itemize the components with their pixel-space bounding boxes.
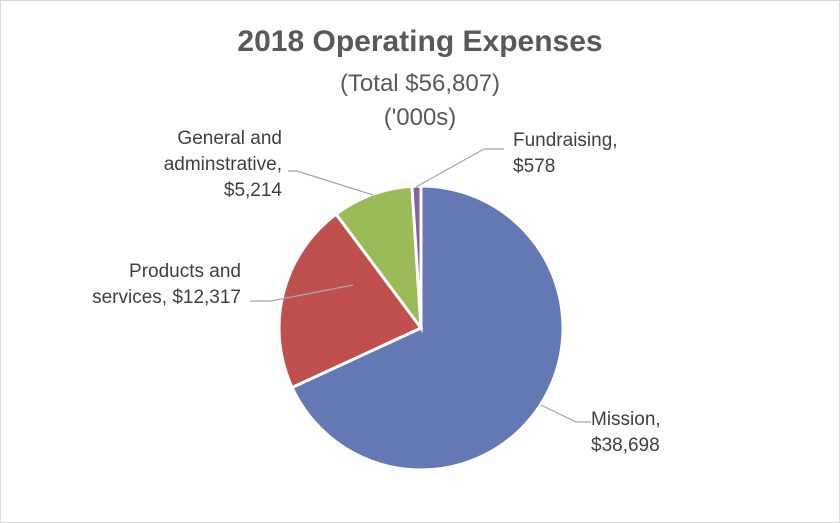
slice-products-and-services [277, 212, 424, 390]
label-products-and-services-leader [250, 284, 354, 302]
label-products-and-services: Products and services, $12,317 [92, 261, 241, 308]
label-mission: Mission, $38,698 [591, 409, 661, 456]
label-general-and-administrative: General and adminstrative, $5,214 [164, 128, 283, 201]
slice-mission [290, 184, 565, 472]
chart-title: 2018 Operating Expenses [237, 25, 602, 58]
slice-labels: Mission, $38,698 Products and services, $12… [92, 128, 661, 456]
leader-lines [250, 148, 591, 423]
label-general-and-administrative-leader [288, 170, 374, 196]
chart-subtitle-total: (Total $56,807) [340, 70, 500, 97]
label-fundraising-leader [415, 148, 504, 188]
pie-slices [277, 184, 565, 472]
label-mission-leader [540, 404, 591, 423]
chart-subtitle-units: ('000s) [384, 104, 457, 131]
label-fundraising: Fundraising, $578 [513, 130, 618, 177]
